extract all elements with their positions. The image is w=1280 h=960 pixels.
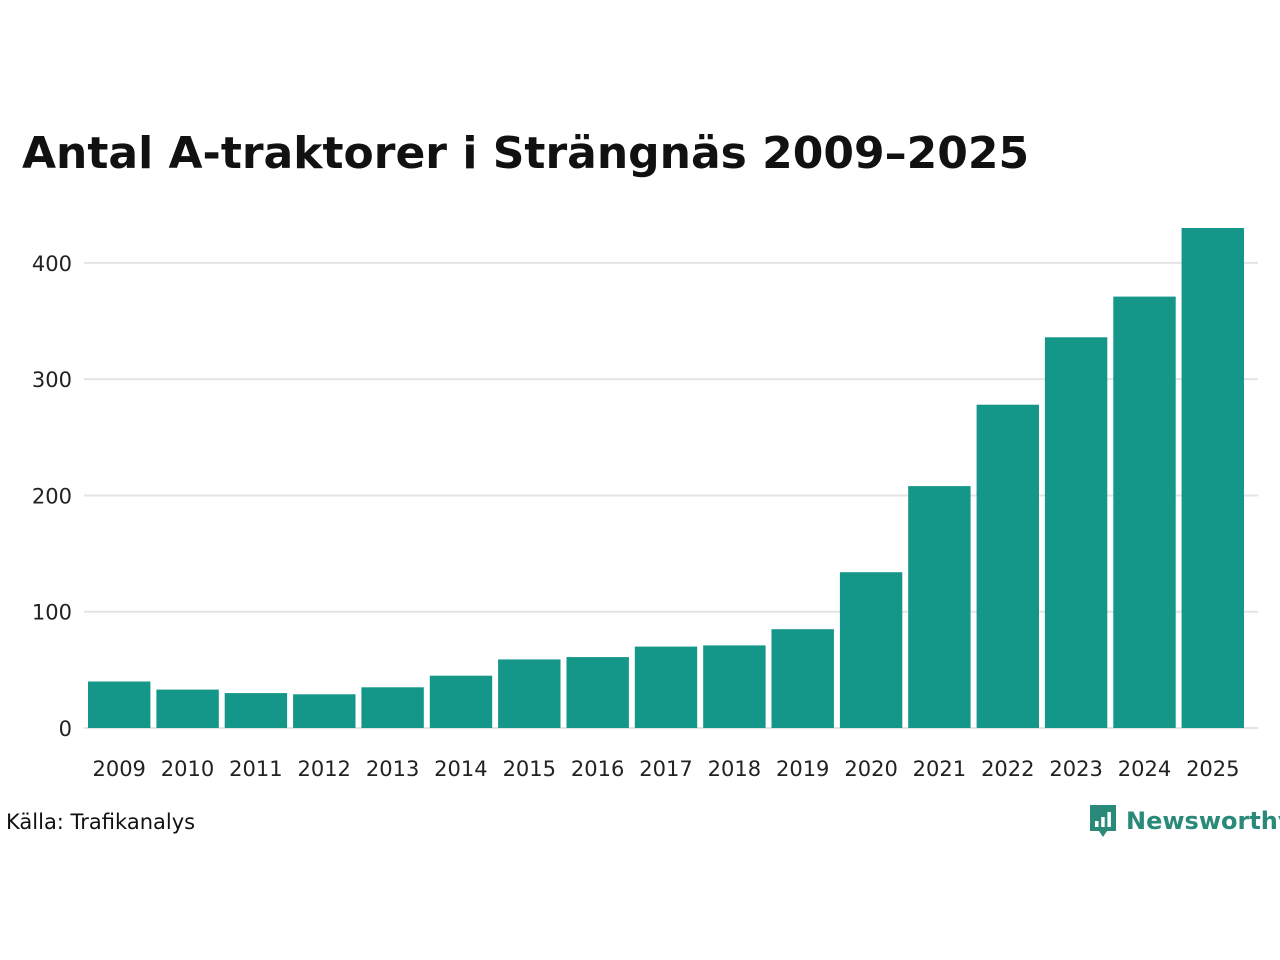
x-tick-label: 2020 bbox=[844, 757, 897, 781]
source-note: Källa: Trafikanalys bbox=[6, 810, 196, 834]
x-tick-label: 2013 bbox=[366, 757, 419, 781]
y-tick-label: 200 bbox=[32, 484, 72, 508]
x-tick-label: 2012 bbox=[297, 757, 350, 781]
x-tick-label: 2010 bbox=[161, 757, 214, 781]
bar-2011 bbox=[224, 693, 288, 728]
x-tick-label: 2024 bbox=[1118, 757, 1171, 781]
x-tick-label: 2009 bbox=[92, 757, 145, 781]
bar-2025 bbox=[1181, 228, 1244, 728]
chart-title: Antal A-traktorer i Strängnäs 2009–2025 bbox=[22, 128, 1030, 179]
x-tick-label: 2011 bbox=[229, 757, 282, 781]
x-tick-label: 2015 bbox=[503, 757, 556, 781]
y-tick-label: 300 bbox=[32, 368, 72, 392]
bar-2018 bbox=[703, 645, 766, 728]
x-tick-label: 2019 bbox=[776, 757, 829, 781]
x-tick-label: 2021 bbox=[913, 757, 966, 781]
bar-2019 bbox=[771, 629, 834, 728]
x-tick-label: 2023 bbox=[1049, 757, 1102, 781]
bar-chart-speech-icon bbox=[1090, 805, 1116, 837]
y-axis-ticks: 0 100 200 300 400 bbox=[32, 252, 72, 741]
bar-2010 bbox=[156, 689, 219, 728]
y-tick-label: 0 bbox=[59, 717, 72, 741]
bar-2016 bbox=[566, 657, 629, 728]
bar-2021 bbox=[908, 486, 971, 728]
bar-2012 bbox=[293, 694, 356, 728]
x-tick-label: 2014 bbox=[434, 757, 487, 781]
bar-2020 bbox=[839, 572, 903, 728]
bar-2017 bbox=[634, 646, 698, 728]
bar-2015 bbox=[498, 659, 561, 728]
x-axis-ticks: 2009 2010 2011 2012 2013 2014 2015 2016 2017 2018… bbox=[92, 757, 1239, 781]
x-tick-label: 2017 bbox=[639, 757, 692, 781]
x-tick-label: 2018 bbox=[708, 757, 761, 781]
y-tick-label: 400 bbox=[32, 252, 72, 276]
x-tick-label: 2025 bbox=[1186, 757, 1239, 781]
x-tick-label: 2016 bbox=[571, 757, 624, 781]
bar-2023 bbox=[1044, 337, 1108, 728]
bar-2024 bbox=[1113, 296, 1176, 728]
bars bbox=[88, 228, 1244, 728]
brand-logo: Newsworthy bbox=[1088, 803, 1280, 839]
y-tick-label: 100 bbox=[32, 601, 72, 625]
x-tick-label: 2022 bbox=[981, 757, 1034, 781]
bar-2022 bbox=[976, 404, 1039, 728]
bar-2014 bbox=[429, 675, 493, 728]
brand-name: Newsworthy bbox=[1126, 807, 1280, 835]
bar-2013 bbox=[361, 687, 424, 728]
bar-2009 bbox=[88, 681, 151, 728]
